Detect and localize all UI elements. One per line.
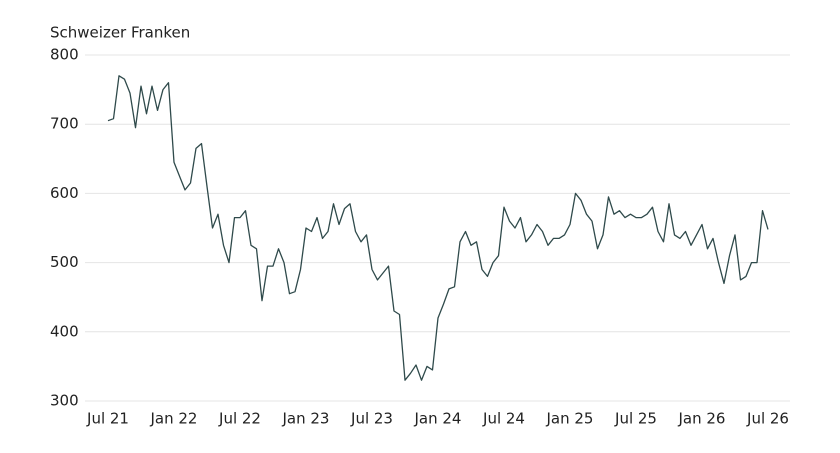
- x-tick-label: Jan 23: [282, 410, 330, 428]
- x-tick-label: Jan 24: [414, 410, 462, 428]
- y-tick-label: 700: [50, 115, 79, 133]
- price-line: [107, 75, 769, 381]
- y-tick-label: 400: [50, 322, 79, 340]
- x-tick-label: Jul 25: [614, 410, 657, 428]
- x-tick-label: Jul 23: [350, 410, 393, 428]
- x-tick-label: Jan 22: [150, 410, 198, 428]
- x-tick-label: Jul 26: [746, 410, 789, 428]
- x-tick-label: Jul 21: [86, 410, 129, 428]
- y-tick-label: 500: [50, 253, 79, 271]
- y-axis-label: Schweizer Franken: [50, 24, 190, 42]
- x-tick-label: Jul 24: [482, 410, 525, 428]
- x-tick-label: Jan 26: [678, 410, 726, 428]
- x-tick-label: Jul 22: [218, 410, 261, 428]
- x-tick-label: Jan 25: [546, 410, 594, 428]
- y-tick-label: 600: [50, 184, 79, 202]
- y-tick-label: 300: [50, 392, 79, 410]
- y-tick-label: 800: [50, 46, 79, 64]
